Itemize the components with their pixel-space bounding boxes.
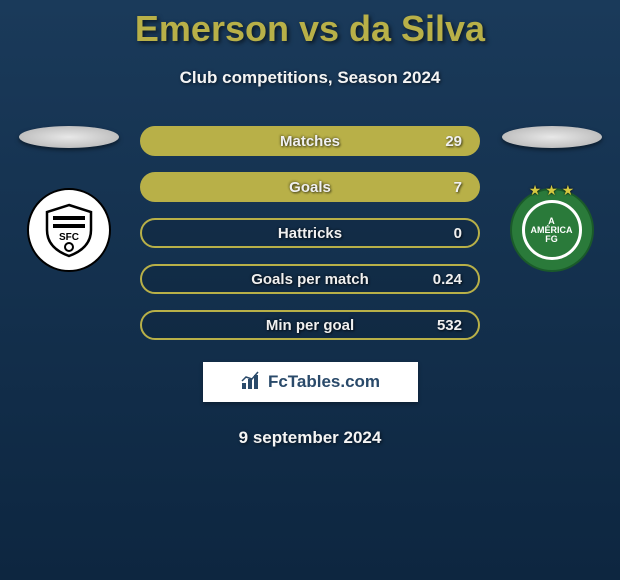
- america-logo-text: AAMÉRICAFG: [531, 217, 573, 244]
- stat-label: Hattricks: [278, 225, 342, 242]
- stat-bar-goals: Goals 7: [140, 172, 480, 202]
- club-logo-right: ★ ★ ★ AAMÉRICAFG: [510, 188, 594, 272]
- page-title: Emerson vs da Silva: [0, 0, 620, 50]
- stat-label: Goals per match: [251, 271, 369, 288]
- footer-date: 9 september 2024: [0, 428, 620, 448]
- branding-text: FcTables.com: [268, 372, 380, 392]
- stat-right-value: 0.24: [432, 271, 462, 288]
- stat-bar-matches: Matches 29: [140, 126, 480, 156]
- left-player-column: SFC: [15, 126, 122, 272]
- stat-label: Min per goal: [266, 317, 354, 334]
- stats-column: Matches 29 Goals 7 Hattricks 0 Goals per…: [122, 126, 498, 340]
- stat-right-value: 0: [432, 225, 462, 242]
- stat-right-value: 7: [432, 179, 462, 196]
- branding-box[interactable]: FcTables.com: [203, 362, 418, 402]
- stat-right-value: 532: [432, 317, 462, 334]
- star-icon: ★ ★ ★: [529, 182, 574, 199]
- content-row: SFC Matches 29 Goals 7 Hattricks 0: [0, 126, 620, 340]
- stat-label: Goals: [289, 179, 331, 196]
- svg-text:SFC: SFC: [59, 232, 79, 243]
- stat-bar-goals-per-match: Goals per match 0.24: [140, 264, 480, 294]
- page-subtitle: Club competitions, Season 2024: [0, 68, 620, 88]
- stat-right-value: 29: [432, 133, 462, 150]
- santos-shield-icon: SFC: [39, 200, 99, 260]
- stat-label: Matches: [280, 133, 340, 150]
- club-logo-left: SFC: [27, 188, 111, 272]
- america-inner-circle: AAMÉRICAFG: [522, 200, 582, 260]
- chart-icon: [240, 369, 262, 396]
- main-container: Emerson vs da Silva Club competitions, S…: [0, 0, 620, 448]
- right-player-column: ★ ★ ★ AAMÉRICAFG: [498, 126, 605, 272]
- player-right-avatar-placeholder: [502, 126, 602, 148]
- player-left-avatar-placeholder: [19, 126, 119, 148]
- stat-bar-hattricks: Hattricks 0: [140, 218, 480, 248]
- stat-bar-min-per-goal: Min per goal 532: [140, 310, 480, 340]
